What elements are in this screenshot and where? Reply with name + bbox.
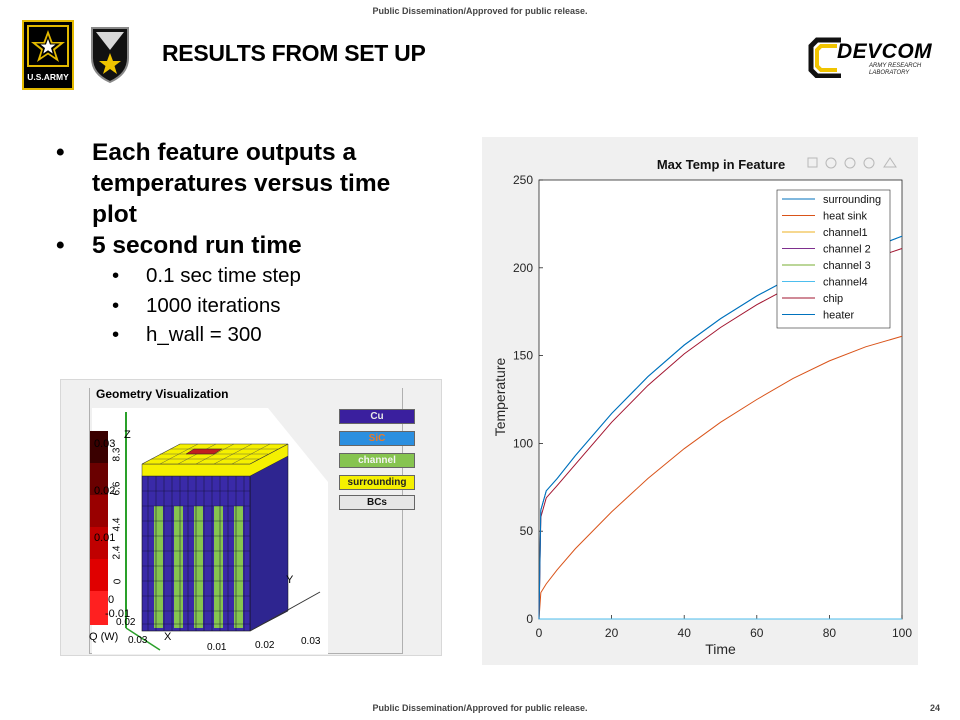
y-tick-label: 200	[513, 261, 533, 275]
devcom-logo-text: DEVCOM	[837, 40, 933, 63]
devcom-c-icon	[808, 37, 841, 78]
bullet-list: • Each feature outputs a temperatures ve…	[56, 137, 426, 350]
legend-box	[776, 189, 891, 329]
chart-ylabel: Temperature	[492, 357, 508, 437]
y-axis-label: Y	[286, 574, 294, 586]
page-number: 24	[930, 703, 941, 713]
y-tick: 0.02	[255, 640, 275, 651]
bullet-item: • 5 second run time	[56, 230, 426, 261]
x-axis-label: X	[164, 631, 172, 643]
export-icon[interactable]	[807, 157, 818, 168]
x-tick-label: 100	[892, 626, 912, 640]
bullet-dot: •	[56, 232, 65, 259]
legend-entry: heater	[823, 310, 855, 322]
axes-toolbar[interactable]	[807, 157, 897, 169]
colorbar-tick: 0.01	[94, 532, 116, 544]
legend-entry: channel 3	[823, 260, 871, 272]
legend-entry: surrounding	[823, 194, 881, 206]
army-star-icon	[27, 25, 69, 67]
home-icon[interactable]	[883, 157, 897, 168]
z-tick: 8.3	[111, 447, 123, 462]
army-logo-text: U.S.ARMY	[27, 72, 69, 82]
chart-xlabel: Time	[705, 641, 736, 657]
y-tick-label: 0	[526, 612, 533, 626]
sub-bullet-dot: •	[112, 323, 120, 346]
chart-panel: 0 20 40 60 80 100 0 50 100 150 200 250 surrounding h…	[482, 137, 918, 665]
sub-bullet-item: • 1000 iterations	[112, 291, 426, 321]
x-tick-label: 40	[678, 626, 692, 640]
legend-button-sic[interactable]: SiC	[339, 431, 415, 446]
devcom-logo-subtext: ARMY RESEARCH LABORATORY	[869, 63, 922, 76]
sub-bullet-item: • 0.1 sec time step	[112, 261, 426, 291]
bullet-text: Each feature outputs a temperatures vers…	[92, 139, 391, 228]
x-tick-label: 0	[536, 626, 543, 640]
colorbar-tick: 0.02	[94, 485, 116, 497]
y-tick-label: 150	[513, 349, 533, 363]
slide-title: RESULTS FROM SET UP	[162, 40, 426, 66]
legend-button-cu[interactable]: Cu	[339, 409, 415, 424]
geometry-panel-title: Geometry Visualization	[93, 388, 232, 400]
z-tick: 0	[112, 578, 124, 585]
y-tick-label: 250	[513, 173, 533, 187]
legend-button-bcs[interactable]: BCs	[339, 495, 415, 510]
colorbar-label: Q (W)	[89, 631, 119, 643]
sub-bullet-dot: •	[112, 293, 120, 317]
sub-bullet-text: h_wall = 300	[146, 323, 262, 346]
z-tick: 2.4	[111, 545, 123, 560]
colorbar-tick: -0.01	[105, 608, 131, 620]
sub-bullet-text: 1000 iterations	[146, 293, 281, 317]
series-line-heat-sink	[538, 335, 903, 620]
legend-entry: channel1	[823, 227, 868, 239]
bullet-text: 5 second run time	[92, 232, 302, 259]
zoom-in-icon[interactable]	[844, 157, 856, 169]
futures-command-shield-icon	[91, 27, 129, 84]
legend-entry: heat sink	[823, 211, 868, 223]
y-tick-label: 100	[513, 436, 533, 450]
legend-button-surrounding[interactable]: surrounding	[339, 475, 415, 490]
geometry-visualization-panel: Geometry Visualization	[60, 379, 442, 656]
bullet-dot: •	[56, 139, 65, 166]
temperature-chart: 0 20 40 60 80 100 0 50 100 150 200 250 surrounding h…	[513, 157, 912, 640]
z-axis-label: Z	[124, 429, 131, 441]
legend-button-channel[interactable]: channel	[339, 453, 415, 468]
geometry-3d-plot[interactable]	[90, 406, 330, 654]
legend-entry: chip	[823, 293, 843, 305]
top-banner: Public Dissemination/Approved for public…	[372, 6, 588, 16]
sub-bullet-text: 0.1 sec time step	[146, 264, 301, 287]
x-tick: 0.03	[128, 635, 148, 646]
bottom-banner: Public Dissemination/Approved for public…	[372, 703, 588, 713]
y-tick: 0.01	[207, 642, 227, 653]
devcom-logo: DEVCOM ARMY RESEARCH LABORATORY	[807, 36, 942, 80]
x-tick-label: 60	[750, 626, 764, 640]
z-tick: 4.4	[111, 517, 123, 532]
y-tick-label: 50	[520, 524, 534, 538]
colorbar-tick: 0.03	[94, 438, 116, 450]
legend-entry: channel 2	[823, 244, 871, 256]
x-tick-label: 20	[605, 626, 619, 640]
bullet-item: • Each feature outputs a temperatures ve…	[56, 137, 426, 230]
colorbar-tick: 0	[108, 594, 115, 606]
sub-bullet-item: • h_wall = 300	[112, 320, 426, 350]
x-tick: 0.02	[116, 617, 136, 628]
pan-icon[interactable]	[825, 157, 837, 169]
x-tick-label: 80	[823, 626, 837, 640]
z-tick: 6.6	[111, 481, 123, 496]
sub-bullet-dot: •	[112, 264, 120, 287]
zoom-out-icon[interactable]	[863, 157, 875, 169]
chart-title: Max Temp in Feature	[656, 157, 786, 172]
army-logo: U.S.ARMY	[22, 20, 74, 90]
legend-entry: channel4	[823, 277, 868, 289]
y-tick: 0.03	[301, 636, 321, 647]
